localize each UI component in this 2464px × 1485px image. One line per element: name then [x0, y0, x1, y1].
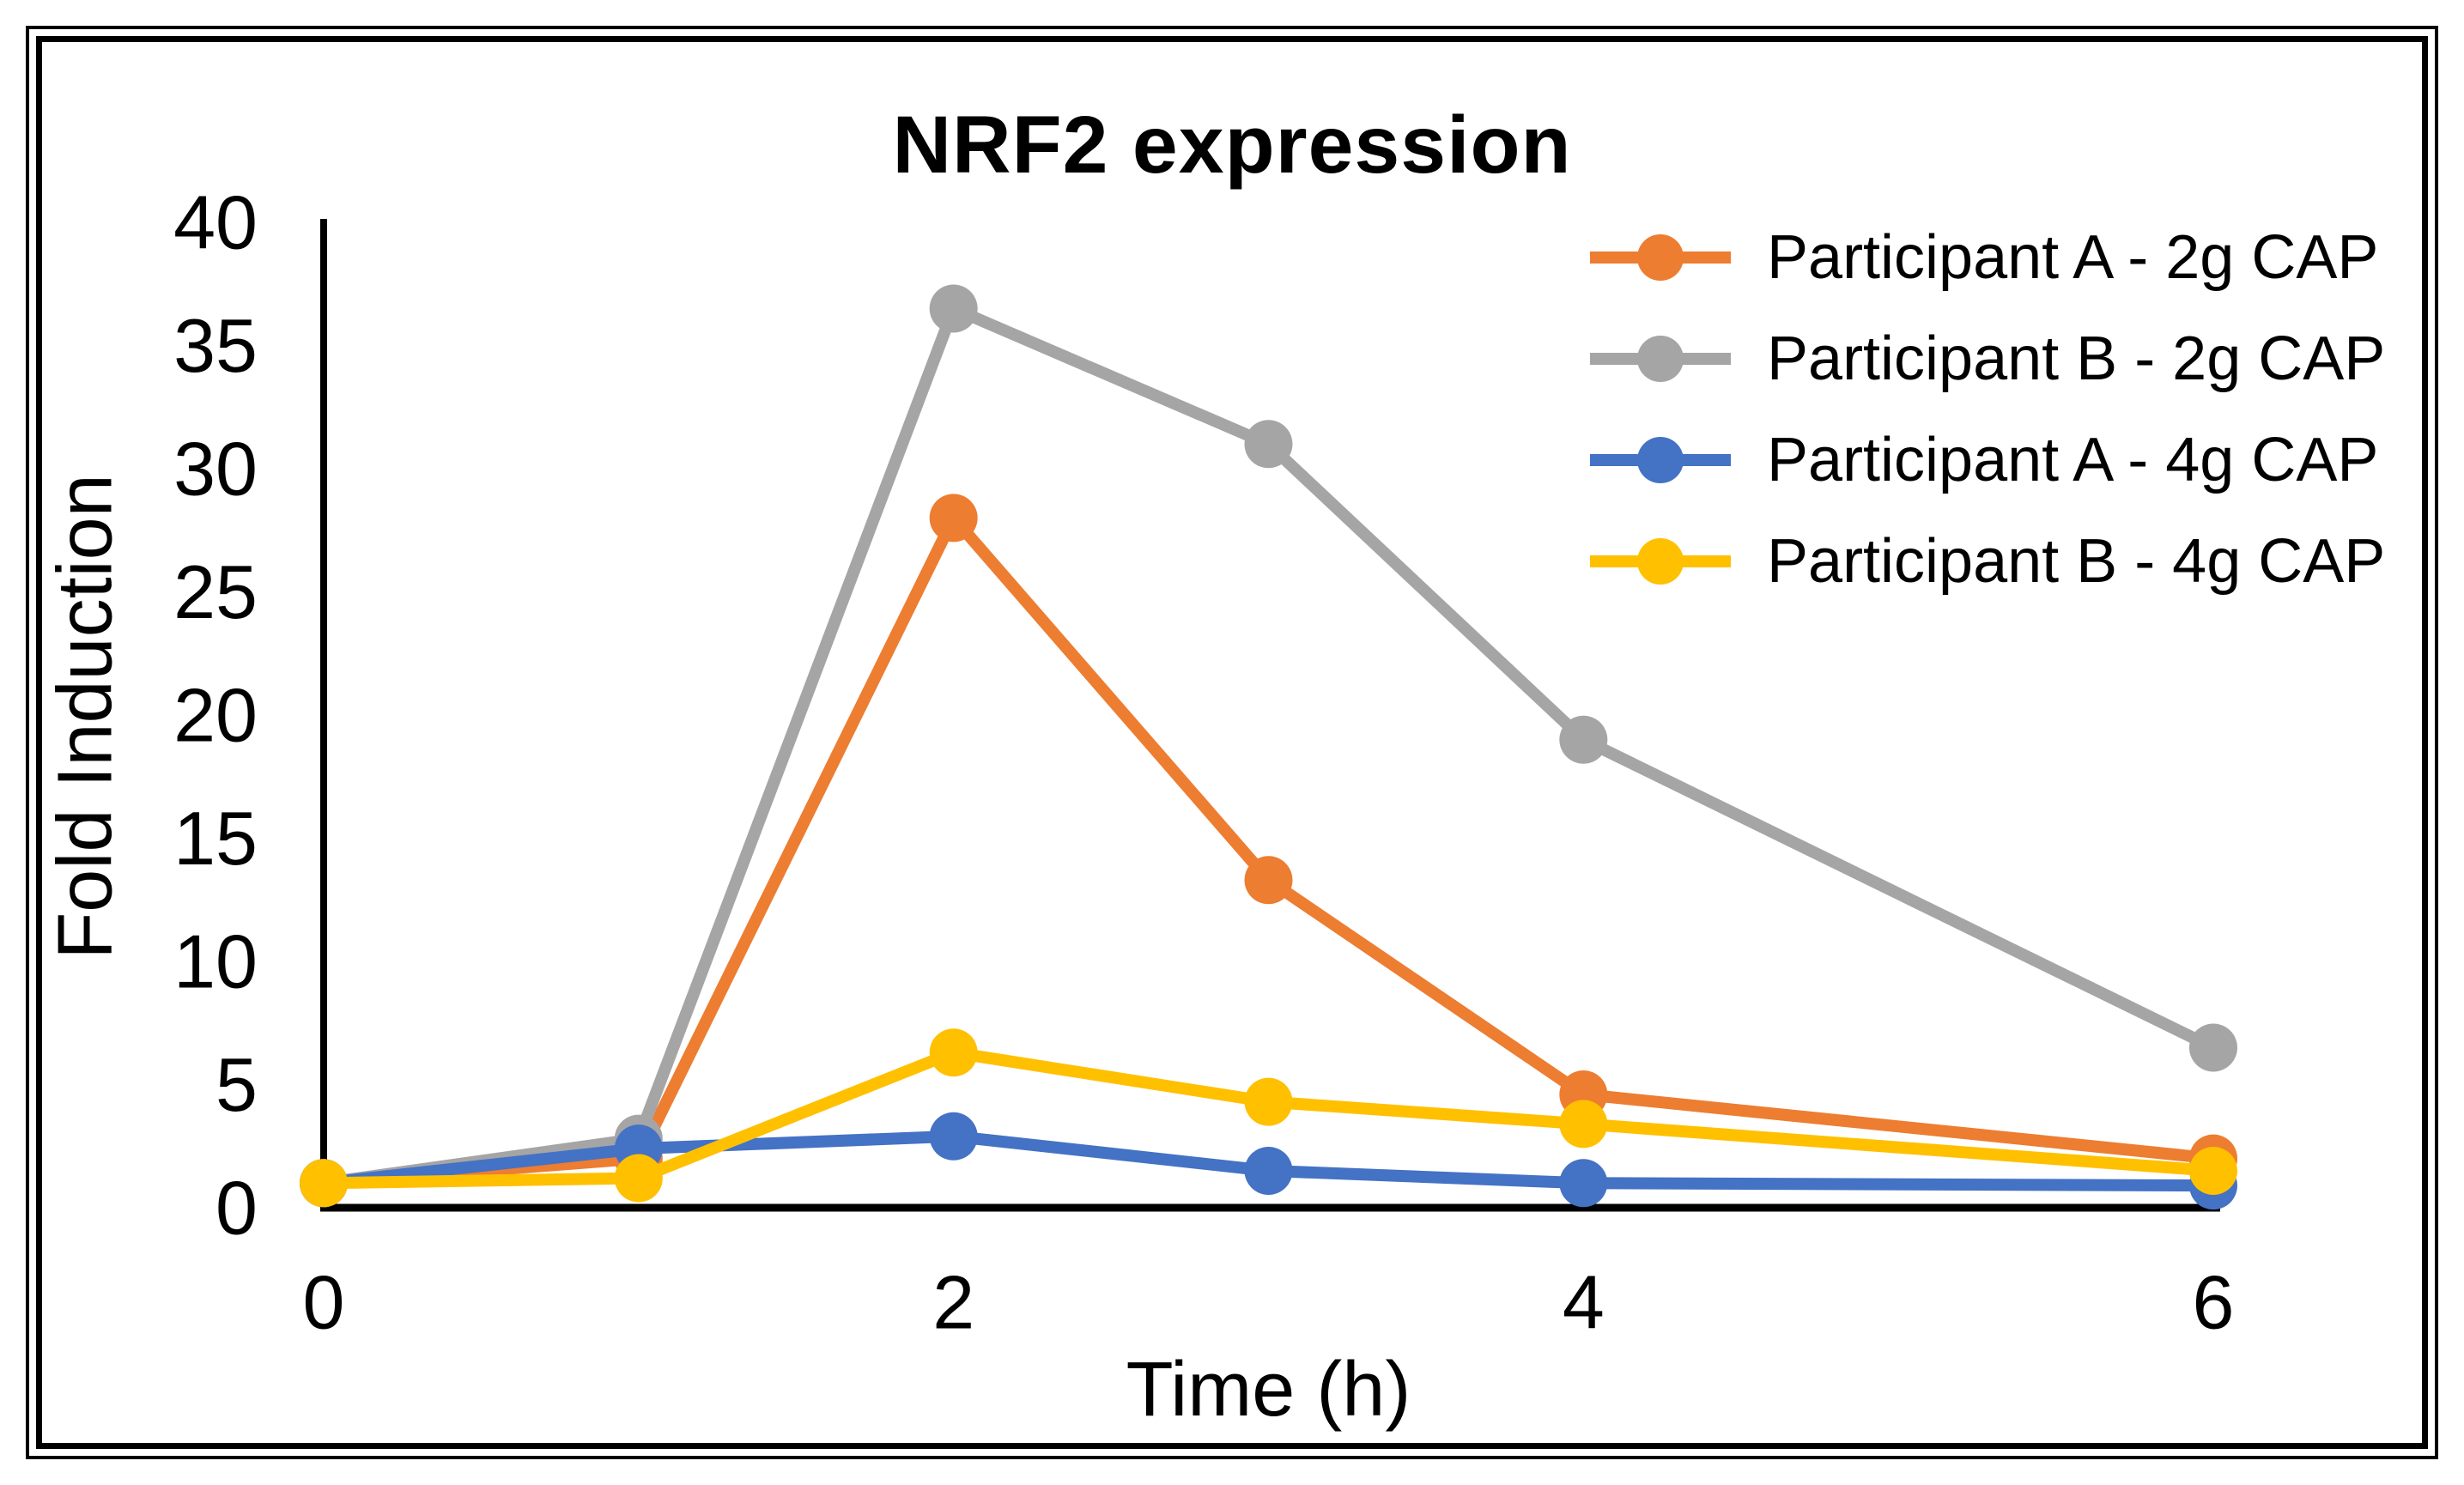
legend-item-participant-b-4g-cap: Participant B - 4g CAP: [1590, 527, 2385, 596]
x-tick-label-2: 2: [932, 1260, 974, 1345]
figure-inner-border: [36, 36, 2428, 1449]
series-line-participant-b-4g-cap: [323, 1046, 2214, 1190]
y-tick-label-5: 5: [215, 1042, 258, 1127]
legend-label: Participant A - 2g CAP: [1767, 223, 2378, 292]
data-point-marker: [929, 1112, 978, 1161]
y-tick-label-0: 0: [215, 1166, 258, 1251]
figure-outer-border: [26, 26, 2438, 1459]
data-point-marker: [614, 1154, 663, 1203]
legend-marker-icon: [1637, 538, 1684, 585]
legend-marker-icon: [1637, 234, 1684, 281]
x-tick-label-6: 6: [2193, 1260, 2235, 1345]
series-participant-b-2g-cap: [300, 284, 2237, 1208]
data-point-marker: [929, 284, 978, 333]
data-point-marker: [300, 1159, 348, 1208]
legend-label: Participant B - 4g CAP: [1767, 527, 2385, 596]
y-tick-label-40: 40: [173, 180, 258, 265]
legend-item-participant-b-2g-cap: Participant B - 2g CAP: [1590, 324, 2385, 393]
data-point-marker: [1244, 1077, 1293, 1126]
series-line-participant-b-2g-cap: [323, 302, 2217, 1190]
x-tick-label-4: 4: [1563, 1260, 1605, 1345]
legend-label: Participant B - 2g CAP: [1767, 324, 2385, 393]
legend-label: Participant A - 4g CAP: [1767, 426, 2378, 494]
series-line-participant-a-4g-cap: [323, 1130, 2214, 1192]
y-tick-label-10: 10: [173, 919, 258, 1004]
y-tick-label-30: 30: [173, 427, 258, 512]
legend-marker-icon: [1637, 336, 1684, 382]
legend-item-participant-a-4g-cap: Participant A - 4g CAP: [1590, 426, 2378, 494]
data-point-marker: [929, 1028, 978, 1077]
chart-title: NRF2 expression: [892, 100, 1572, 191]
y-tick-label-35: 35: [173, 303, 258, 388]
data-point-marker: [2189, 1146, 2237, 1195]
data-point-marker: [1244, 856, 1293, 905]
data-point-marker: [929, 494, 978, 542]
y-tick-label-25: 25: [173, 549, 258, 634]
y-tick-label-20: 20: [173, 673, 258, 758]
y-tick-label-15: 15: [173, 796, 258, 881]
legend-item-participant-a-2g-cap: Participant A - 2g CAP: [1590, 223, 2378, 292]
data-point-marker: [1244, 1146, 1293, 1195]
x-axis-title: Time (h): [1126, 1347, 1411, 1433]
x-tick-label-0: 0: [303, 1260, 345, 1345]
series-participant-b-4g-cap: [300, 1028, 2237, 1208]
data-point-marker: [2189, 1023, 2237, 1072]
data-point-marker: [1559, 1159, 1608, 1208]
data-point-marker: [1244, 420, 1293, 469]
data-point-marker: [1559, 715, 1608, 764]
legend-marker-icon: [1637, 437, 1684, 483]
series-line-participant-a-2g-cap: [323, 512, 2214, 1190]
data-point-marker: [1559, 1100, 1608, 1149]
